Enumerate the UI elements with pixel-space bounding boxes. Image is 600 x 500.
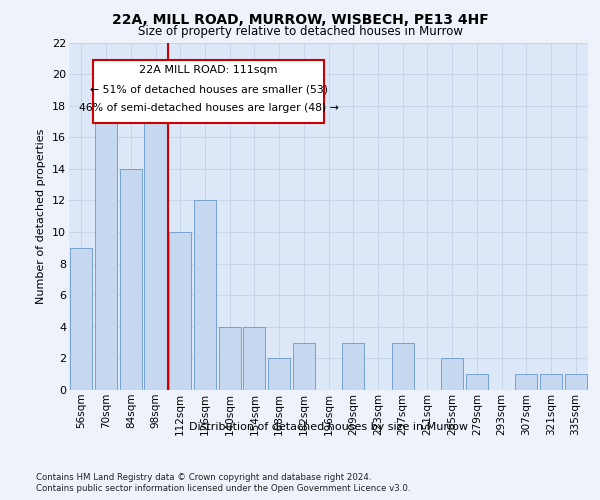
Bar [194,200,216,390]
Text: 22A MILL ROAD: 111sqm: 22A MILL ROAD: 111sqm [139,65,278,75]
Text: 46% of semi-detached houses are larger (48) →: 46% of semi-detached houses are larger (… [79,103,338,113]
Bar [268,358,290,390]
Bar [70,248,92,390]
Text: Contains public sector information licensed under the Open Government Licence v3: Contains public sector information licen… [36,484,410,493]
Bar [95,106,117,390]
Text: 22A, MILL ROAD, MURROW, WISBECH, PE13 4HF: 22A, MILL ROAD, MURROW, WISBECH, PE13 4H… [112,12,488,26]
Bar [293,342,315,390]
Bar [466,374,488,390]
Bar [392,342,414,390]
Bar [145,122,167,390]
Bar [441,358,463,390]
Y-axis label: Number of detached properties: Number of detached properties [37,128,46,304]
Text: Size of property relative to detached houses in Murrow: Size of property relative to detached ho… [137,25,463,38]
Bar [218,327,241,390]
Bar [342,342,364,390]
Bar [243,327,265,390]
Bar [565,374,587,390]
Text: Distribution of detached houses by size in Murrow: Distribution of detached houses by size … [190,422,469,432]
Bar [540,374,562,390]
Text: ← 51% of detached houses are smaller (53): ← 51% of detached houses are smaller (53… [89,84,328,94]
Bar [169,232,191,390]
Bar [515,374,538,390]
Bar [119,169,142,390]
Text: Contains HM Land Registry data © Crown copyright and database right 2024.: Contains HM Land Registry data © Crown c… [36,472,371,482]
